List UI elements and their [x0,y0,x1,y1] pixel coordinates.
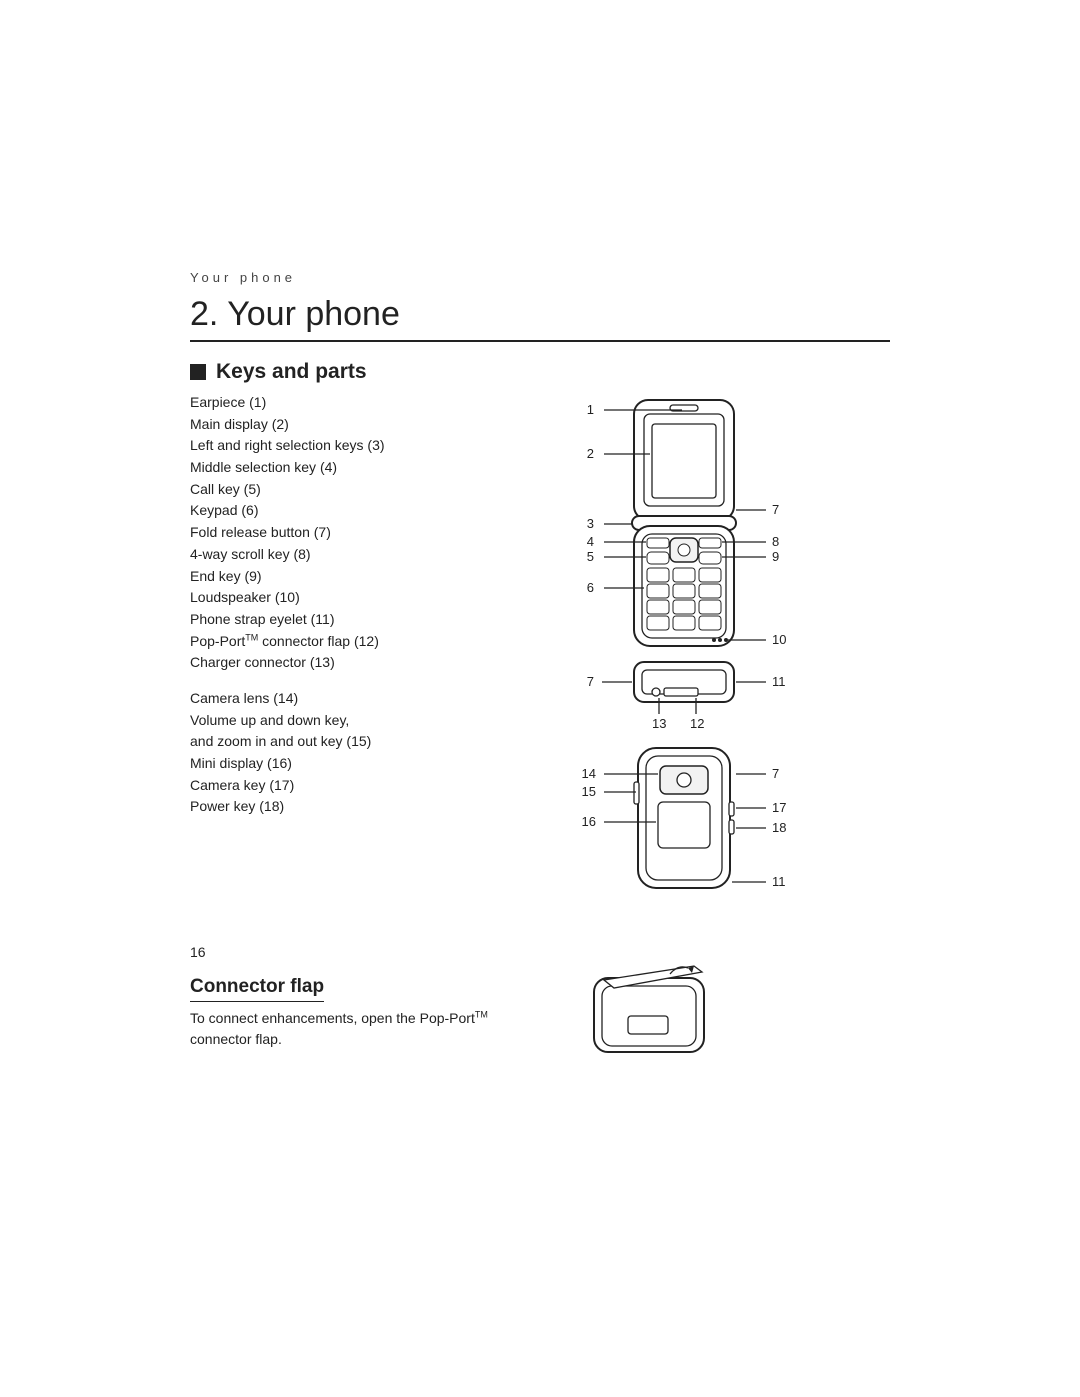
list-item: End key (9) [190,566,490,588]
list-item: Main display (2) [190,414,490,436]
tm-mark-2: TM [475,1009,488,1019]
callout-15: 15 [582,784,596,799]
connector-flap-diagram [574,952,734,1062]
list-item: Fold release button (7) [190,522,490,544]
callout-5: 5 [587,549,594,564]
callout-1: 1 [587,402,594,417]
page-number: 16 [190,944,206,960]
section-bullet-icon [190,364,206,380]
connector-flap-heading: Connector flap [190,976,324,1002]
list-item: Call key (5) [190,479,490,501]
callout-16: 16 [582,814,596,829]
parts-list-2: Camera lens (14) Volume up and down key,… [190,688,490,818]
callout-7b: 7 [587,674,594,689]
callout-3: 3 [587,516,594,531]
list-item: and zoom in and out key (15) [190,731,490,753]
callout-9: 9 [772,549,779,564]
callout-7: 7 [772,502,779,517]
phone-diagram: 1 2 3 4 5 6 7 8 9 10 7 11 [514,392,890,952]
list-item: Volume up and down key, [190,710,490,732]
popport-prefix: Pop-Port [190,633,245,649]
list-item: Middle selection key (4) [190,457,490,479]
list-item: Pop-PortTM connector flap (12) [190,631,490,653]
list-item: Earpiece (1) [190,392,490,414]
list-item: Keypad (6) [190,500,490,522]
manual-page: Your phone 2. Your phone Keys and parts … [0,0,1080,1397]
parts-list-1: Earpiece (1) Main display (2) Left and r… [190,392,490,674]
list-item: Power key (18) [190,796,490,818]
list-item: 4-way scroll key (8) [190,544,490,566]
tm-mark: TM [245,632,258,642]
list-item: Camera key (17) [190,775,490,797]
cf-text-b: connector flap. [190,1031,282,1047]
list-item: Loudspeaker (10) [190,587,490,609]
connector-flap-text: To connect enhancements, open the Pop-Po… [190,1008,520,1050]
cf-text-a: To connect enhancements, open the Pop-Po… [190,1010,475,1026]
callout-18: 18 [772,820,786,835]
list-item: Phone strap eyelet (11) [190,609,490,631]
callout-17: 17 [772,800,786,815]
callout-7c: 7 [772,766,779,781]
list-item: Charger connector (13) [190,652,490,674]
callout-11b: 11 [772,874,786,889]
callout-4: 4 [587,534,594,549]
section-keys-and-parts: Keys and parts [216,360,367,384]
list-item: Left and right selection keys (3) [190,435,490,457]
callout-8: 8 [772,534,779,549]
callout-11: 11 [772,674,786,689]
running-head: Your phone [190,270,890,285]
callout-14: 14 [582,766,596,781]
parts-text-column: Earpiece (1) Main display (2) Left and r… [190,392,490,952]
list-item: Mini display (16) [190,753,490,775]
list-item: Camera lens (14) [190,688,490,710]
callout-6: 6 [587,580,594,595]
chapter-title: 2. Your phone [190,295,890,342]
popport-suffix: connector flap (12) [258,633,379,649]
callout-2: 2 [587,446,594,461]
callout-12: 12 [690,716,704,731]
callout-13: 13 [652,716,666,731]
callout-10: 10 [772,632,786,647]
